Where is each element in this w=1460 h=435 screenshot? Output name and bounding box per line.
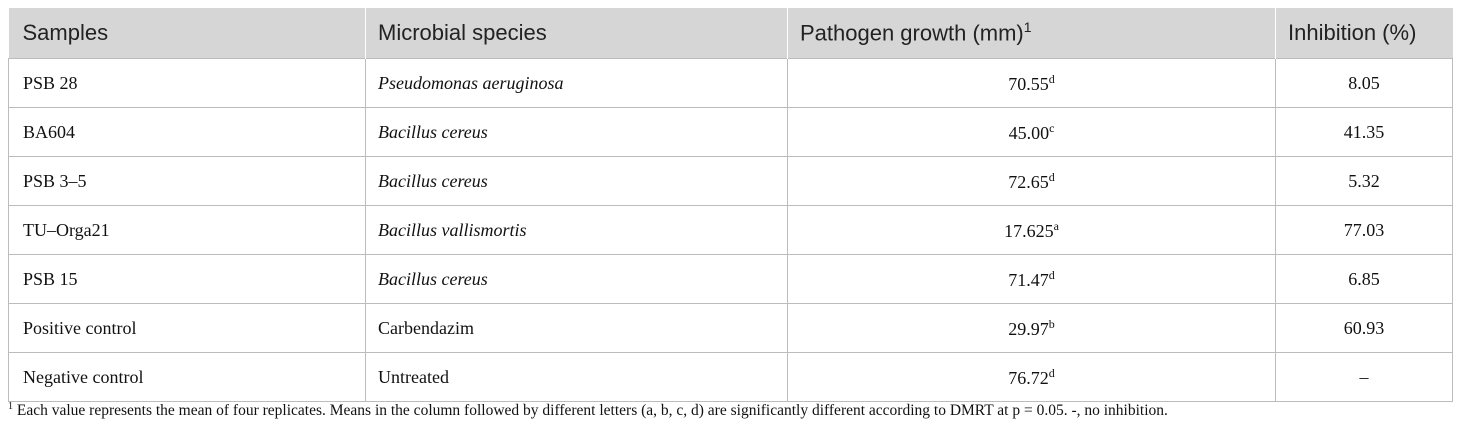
data-table: Samples Microbial species Pathogen growt… [8, 8, 1453, 402]
species-cell: Bacillus cereus [365, 254, 788, 304]
sample-cell: Negative control [8, 352, 366, 402]
species-cell: Bacillus vallismortis [365, 205, 788, 255]
species-cell: Carbendazim [365, 303, 788, 353]
header-text: Pathogen growth (mm) [800, 20, 1024, 46]
inhibition-cell: – [1275, 352, 1453, 402]
table-body: PSB 28 Pseudomonas aeruginosa 70.55d 8.05 BA… [8, 58, 1453, 402]
header-cell: Inhibition (%) [1275, 8, 1453, 59]
inhibition-cell: 5.32 [1275, 156, 1453, 206]
table-header: Samples Microbial species Pathogen growt… [8, 8, 1453, 59]
species-cell: Bacillus cereus [365, 156, 788, 206]
footnote-text: Each value represents the mean of four r… [16, 402, 1168, 420]
sample-cell: TU–Orga21 [8, 205, 366, 255]
sample-cell: PSB 15 [8, 254, 366, 304]
significance-letter: c [1049, 120, 1055, 135]
sample-cell: BA604 [8, 107, 366, 157]
header-text: Samples [22, 20, 109, 45]
footnote: 1 Each value represents the mean of four… [8, 401, 1168, 420]
species-cell: Untreated [365, 352, 788, 402]
growth-cell: 71.47d [787, 254, 1276, 304]
growth-value: 72.65 [1008, 171, 1049, 192]
footnote-marker: 1 [8, 401, 13, 412]
significance-letter: d [1048, 169, 1055, 184]
table-row: PSB 15 Bacillus cereus 71.47d 6.85 [8, 254, 1453, 304]
significance-letter: b [1048, 316, 1055, 331]
inhibition-cell: 8.05 [1275, 58, 1453, 108]
significance-letter: d [1048, 267, 1055, 282]
growth-cell: 76.72d [787, 352, 1276, 402]
significance-letter: d [1048, 365, 1055, 380]
header-cell: Samples [8, 8, 366, 59]
growth-cell: 29.97b [787, 303, 1276, 353]
footnote-marker: 1 [1023, 19, 1032, 36]
growth-value: 45.00 [1008, 122, 1050, 143]
table-row: Negative control Untreated 76.72d – [8, 352, 1453, 402]
species-cell: Pseudomonas aeruginosa [365, 58, 788, 108]
growth-cell: 45.00c [787, 107, 1276, 157]
growth-cell: 70.55d [787, 58, 1276, 108]
inhibition-cell: 6.85 [1275, 254, 1453, 304]
header-cell: Microbial species [365, 8, 788, 59]
table-row: TU–Orga21 Bacillus vallismortis 17.625a 77.… [8, 205, 1453, 255]
table-row: PSB 28 Pseudomonas aeruginosa 70.55d 8.05 [8, 58, 1453, 108]
header-text: Inhibition (%) [1288, 20, 1417, 45]
header-row: Samples Microbial species Pathogen growt… [8, 8, 1453, 59]
growth-cell: 17.625a [787, 205, 1276, 255]
inhibition-cell: 60.93 [1275, 303, 1453, 353]
growth-value: 17.625 [1004, 220, 1054, 241]
growth-cell: 72.65d [787, 156, 1276, 206]
header-cell: Pathogen growth (mm)1 [787, 8, 1276, 59]
inhibition-cell: 41.35 [1275, 107, 1453, 157]
sample-cell: PSB 3–5 [8, 156, 366, 206]
header-text: Microbial species [378, 20, 547, 45]
table-row: Positive control Carbendazim 29.97b 60.93 [8, 303, 1453, 353]
growth-value: 70.55 [1008, 73, 1049, 94]
sample-cell: PSB 28 [8, 58, 366, 108]
growth-value: 71.47 [1008, 269, 1049, 290]
growth-value: 29.97 [1008, 318, 1049, 339]
species-cell: Bacillus cereus [365, 107, 788, 157]
table-row: BA604 Bacillus cereus 45.00c 41.35 [8, 107, 1453, 157]
significance-letter: a [1053, 218, 1059, 233]
sample-cell: Positive control [8, 303, 366, 353]
inhibition-cell: 77.03 [1275, 205, 1453, 255]
table-row: PSB 3–5 Bacillus cereus 72.65d 5.32 [8, 156, 1453, 206]
growth-value: 76.72 [1008, 367, 1049, 388]
significance-letter: d [1048, 71, 1055, 86]
